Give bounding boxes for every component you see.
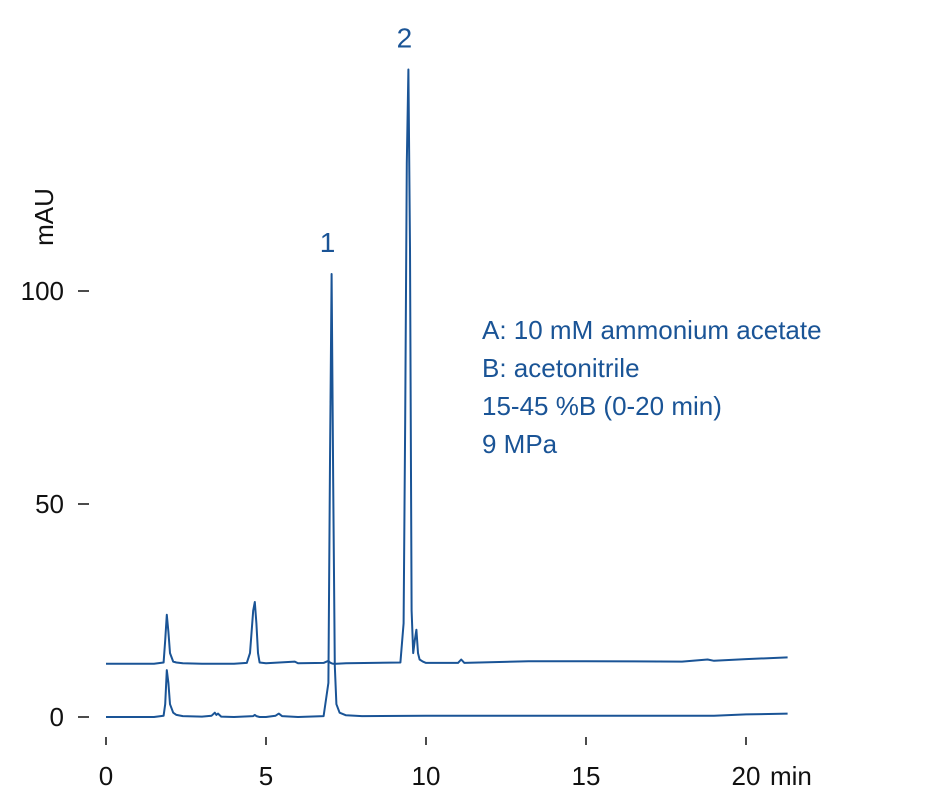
y-tick-label: 100 [21,276,64,306]
y-tick-label: 50 [35,489,64,519]
x-axis-label: min [770,761,812,791]
y-axis-label: mAU [29,188,59,246]
x-tick-label: 0 [99,761,113,791]
x-tick-label: 15 [572,761,601,791]
annotation-line: B: acetonitrile [482,353,640,383]
chromatogram-trace-2 [106,68,788,665]
peak-labels: 12 [320,22,412,257]
annotation-line: 15-45 %B (0-20 min) [482,391,722,421]
conditions-annotation: A: 10 mM ammonium acetate B: acetonitrile… [482,315,822,459]
peak-label: 2 [397,22,413,53]
x-tick-label: 20 [732,761,761,791]
axes: 0 5 10 15 20 min 0 50 100 mAU [21,188,812,791]
chromatogram-traces [106,68,788,718]
x-tick-label: 5 [259,761,273,791]
peak-label: 1 [320,227,336,258]
x-tick-label: 10 [412,761,441,791]
chromatogram-trace-1 [106,273,788,718]
annotation-line: 9 MPa [482,429,558,459]
annotation-line: A: 10 mM ammonium acetate [482,315,822,345]
y-tick-label: 0 [50,702,64,732]
